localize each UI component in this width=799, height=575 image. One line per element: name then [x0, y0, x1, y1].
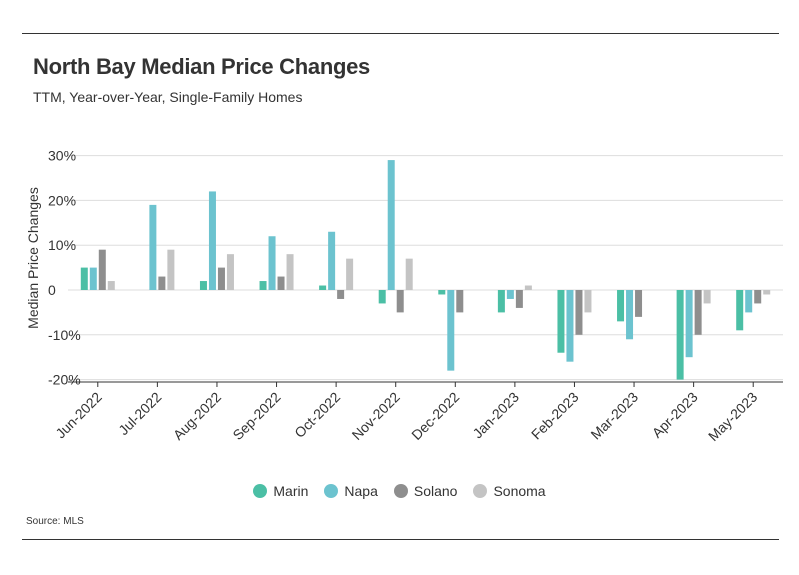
chart-subtitle: TTM, Year-over-Year, Single-Family Homes	[33, 89, 303, 105]
bar-marin-dec-2022	[438, 290, 446, 295]
x-tick-label: Mar-2023	[587, 389, 641, 443]
bar-marin-feb-2023	[557, 290, 565, 353]
bar-solano-feb-2023	[575, 290, 583, 335]
bar-napa-sep-2022	[268, 236, 276, 290]
y-tick-label: -10%	[48, 327, 81, 343]
bar-marin-mar-2023	[617, 290, 625, 322]
bar-sonoma-jan-2023	[524, 285, 532, 290]
bar-solano-sep-2022	[277, 276, 285, 290]
y-tick-label: -20%	[48, 372, 81, 388]
legend-swatch	[253, 484, 268, 498]
bar-sonoma-sep-2022	[286, 254, 294, 290]
bar-solano-jan-2023	[515, 290, 523, 308]
bar-napa-feb-2023	[566, 290, 574, 362]
y-tick-label: 20%	[48, 192, 76, 208]
bar-solano-aug-2022	[217, 267, 225, 290]
bar-marin-oct-2022	[319, 285, 327, 290]
legend-item-solano: Solano	[393, 483, 458, 499]
x-tick-label: Jun-2022	[52, 389, 105, 442]
legend-label: Solano	[413, 483, 458, 499]
top-rule	[22, 33, 779, 34]
bar-napa-dec-2022	[447, 290, 455, 371]
bar-sonoma-may-2023	[763, 290, 771, 295]
bar-sonoma-jun-2022	[107, 281, 115, 290]
bar-solano-apr-2023	[694, 290, 702, 335]
bar-marin-apr-2023	[676, 290, 684, 380]
bar-napa-mar-2023	[626, 290, 634, 340]
y-tick-label: 30%	[48, 148, 76, 164]
bar-sonoma-jul-2022	[167, 249, 175, 290]
chart-legend: Marin Napa Solano Sonoma	[0, 483, 799, 499]
bar-solano-jul-2022	[158, 276, 166, 290]
x-tick-label: Feb-2023	[528, 389, 582, 443]
legend-label: Sonoma	[493, 483, 546, 499]
bottom-rule	[22, 539, 779, 540]
bar-napa-apr-2023	[685, 290, 693, 358]
bar-marin-jan-2023	[497, 290, 505, 313]
x-tick-label: Jul-2022	[115, 389, 164, 438]
x-tick-label: May-2023	[705, 389, 760, 444]
bar-solano-nov-2022	[396, 290, 404, 313]
bar-marin-aug-2022	[199, 281, 207, 290]
bar-solano-dec-2022	[456, 290, 464, 313]
bar-napa-jan-2023	[506, 290, 514, 299]
bar-solano-may-2023	[754, 290, 762, 304]
y-tick-label: 0	[48, 282, 56, 298]
legend-item-sonoma: Sonoma	[473, 483, 546, 499]
legend-item-napa: Napa	[324, 483, 378, 499]
legend-swatch	[393, 484, 408, 498]
bar-napa-jul-2022	[149, 204, 157, 290]
y-axis-label: Median Price Changes	[25, 187, 41, 329]
bar-napa-nov-2022	[387, 160, 395, 290]
bar-solano-oct-2022	[337, 290, 345, 299]
bar-sonoma-aug-2022	[226, 254, 234, 290]
legend-item-marin: Marin	[253, 483, 308, 499]
bar-napa-may-2023	[745, 290, 753, 313]
bar-sonoma-oct-2022	[346, 258, 354, 290]
bar-napa-jun-2022	[89, 267, 97, 290]
legend-swatch	[473, 484, 488, 498]
bar-napa-oct-2022	[328, 231, 336, 290]
bar-marin-sep-2022	[259, 281, 267, 290]
x-tick-label: Aug-2022	[170, 389, 224, 443]
bar-sonoma-feb-2023	[584, 290, 592, 313]
source-note: Source: MLS	[26, 516, 84, 527]
bar-sonoma-apr-2023	[703, 290, 711, 304]
bar-solano-mar-2023	[635, 290, 643, 317]
y-tick-label: 10%	[48, 237, 76, 253]
bar-marin-nov-2022	[378, 290, 386, 304]
x-tick-label: Dec-2022	[408, 389, 462, 443]
legend-swatch	[324, 484, 339, 498]
x-tick-label: Jan-2023	[469, 389, 522, 442]
bar-solano-jun-2022	[98, 249, 106, 290]
legend-label: Napa	[344, 483, 378, 499]
x-tick-label: Oct-2022	[291, 389, 343, 441]
bar-napa-aug-2022	[208, 191, 216, 290]
bar-marin-jun-2022	[80, 267, 88, 290]
bar-sonoma-nov-2022	[405, 258, 413, 290]
bar-marin-may-2023	[736, 290, 744, 331]
x-tick-label: Nov-2022	[349, 389, 403, 443]
x-tick-label: Apr-2023	[649, 389, 701, 441]
chart-title: North Bay Median Price Changes	[33, 54, 370, 79]
x-tick-label: Sep-2022	[229, 389, 283, 443]
legend-label: Marin	[273, 483, 309, 499]
